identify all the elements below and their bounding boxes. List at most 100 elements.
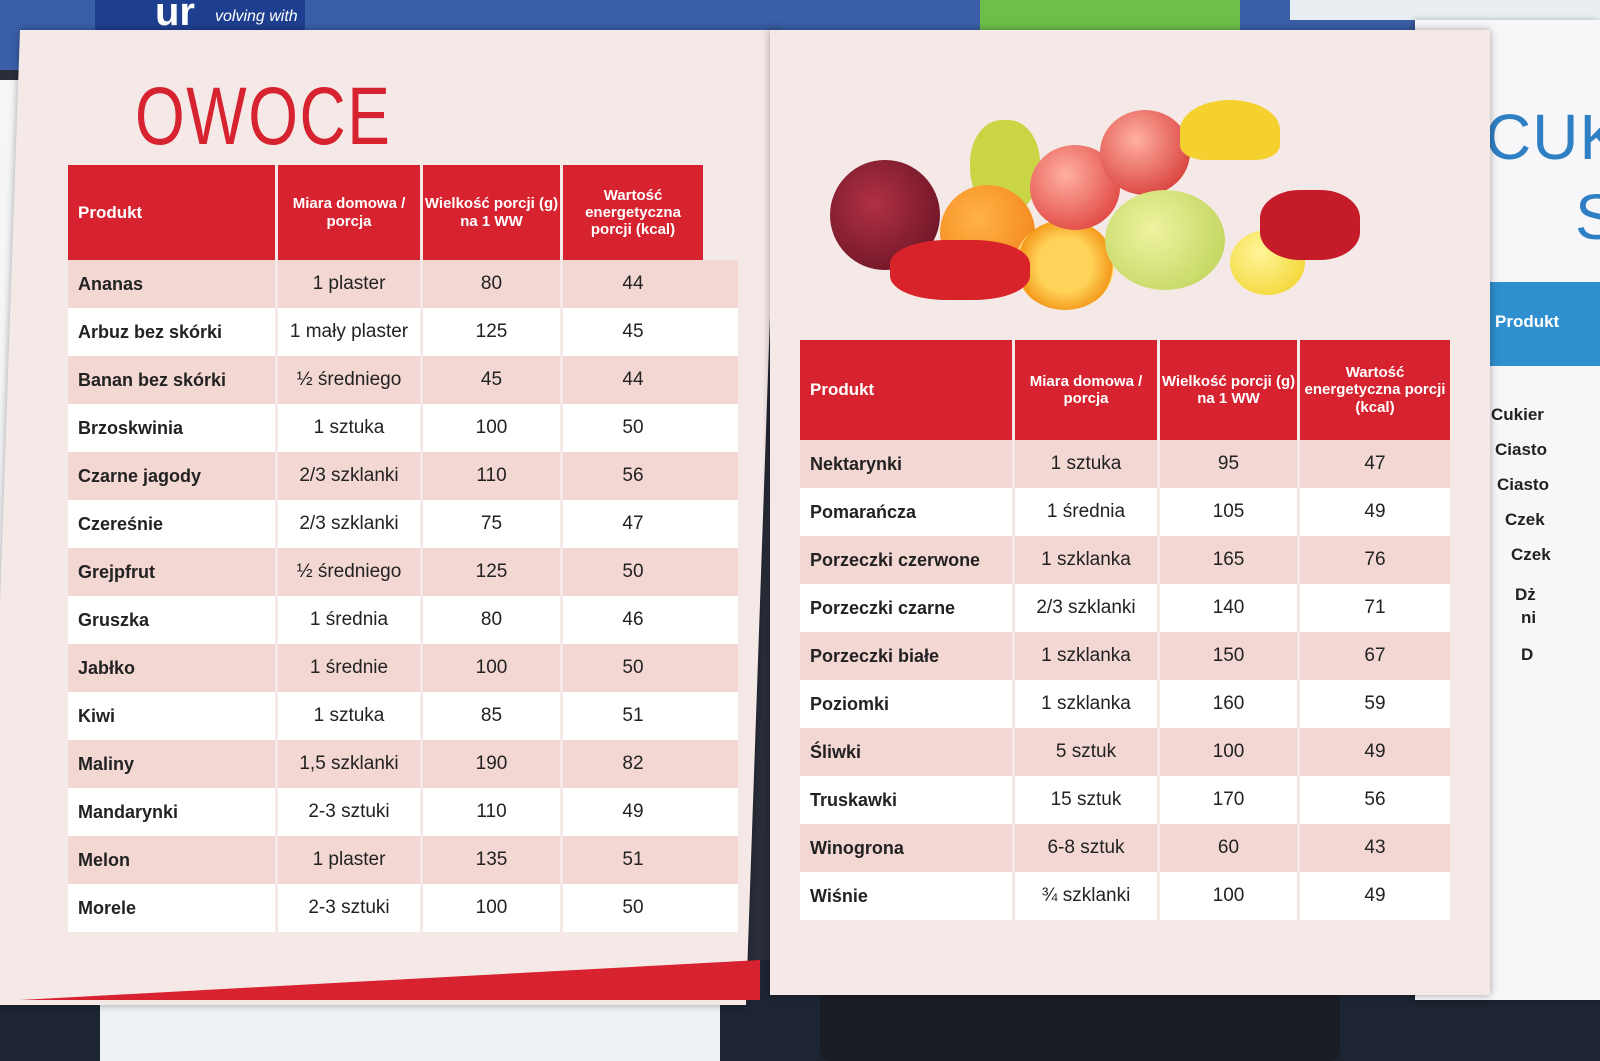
header-product: Produkt: [800, 340, 1015, 440]
cell-kcal: 49: [622, 801, 644, 822]
cell-measure: 1 plaster: [278, 260, 423, 308]
table-row: Pomarańcza 1 średnia 105 49: [800, 488, 1450, 536]
cell-kcal: 43: [1364, 837, 1386, 858]
cell-measure: 5 sztuk: [1015, 728, 1160, 776]
table-body: Ananas 1 plaster 80 44 Arbuz bez skórki 1 mał…: [68, 260, 738, 932]
cell-kcal: 56: [1364, 789, 1386, 810]
cell-measure: ¾ szklanki: [1015, 872, 1160, 920]
cell-kcal: 82: [622, 753, 644, 774]
cell-grams: 105: [1160, 488, 1300, 536]
table-header: Produkt Miara domowa / porcja Wielkość p…: [68, 165, 738, 260]
table-row: Mandarynki 2-3 sztuki 110 49: [68, 788, 738, 836]
cell-product: Mandarynki: [68, 788, 278, 836]
cell-kcal: 49: [1364, 885, 1386, 906]
cell-grams: 125: [423, 308, 563, 356]
table-row: Banan bez skórki ½ średniego 45 44: [68, 356, 738, 404]
table-row: Nektarynki 1 sztuka 95 47: [800, 440, 1450, 488]
edge-row: ni: [1521, 608, 1537, 627]
cell-kcal: 51: [622, 849, 644, 870]
cell-kcal: 49: [1364, 741, 1386, 762]
cell-kcal: 67: [1364, 645, 1386, 666]
table-row: Porzeczki czarne 2/3 szklanki 140 71: [800, 584, 1450, 632]
cell-product: Nektarynki: [800, 440, 1015, 488]
cell-kcal: 49: [1364, 501, 1386, 522]
cell-grams: 85: [423, 692, 563, 740]
cell-measure: 15 sztuk: [1015, 776, 1160, 824]
cell-measure: 1 mały plaster: [278, 308, 423, 356]
cell-kcal: 76: [1364, 549, 1386, 570]
cell-grams: 95: [1160, 440, 1300, 488]
table-row: Jabłko 1 średnie 100 50: [68, 644, 738, 692]
cell-measure: 1 średnia: [278, 596, 423, 644]
cell-measure: 2/3 szklanki: [278, 452, 423, 500]
cell-measure: ½ średniego: [278, 356, 423, 404]
cell-product: Jabłko: [68, 644, 278, 692]
page-title: OWOCE: [135, 71, 392, 162]
cell-product: Brzoskwinia: [68, 404, 278, 452]
cell-grams: 100: [1160, 728, 1300, 776]
edge-row: Ciasto: [1497, 475, 1549, 494]
cell-grams: 100: [423, 644, 563, 692]
cell-grams: 165: [1160, 536, 1300, 584]
edge-row: Czek: [1511, 545, 1551, 564]
background-device: [820, 990, 1340, 1061]
cell-grams: 190: [423, 740, 563, 788]
cell-kcal: 46: [622, 609, 644, 630]
cell-kcal: 45: [622, 321, 644, 342]
edge-row: Czek: [1505, 510, 1545, 529]
table-row: Grejpfrut ½ średniego 125 50: [68, 548, 738, 596]
apple-red-2: [1100, 110, 1190, 195]
table-body: Nektarynki 1 sztuka 95 47 Pomarańcza 1 średni…: [800, 440, 1450, 920]
cell-kcal: 56: [622, 465, 644, 486]
cell-product: Poziomki: [800, 680, 1015, 728]
cell-product: Porzeczki czerwone: [800, 536, 1015, 584]
cell-kcal: 50: [622, 657, 644, 678]
cell-grams: 160: [1160, 680, 1300, 728]
cell-kcal: 50: [622, 417, 644, 438]
cell-measure: 1 sztuka: [278, 692, 423, 740]
cell-grams: 100: [423, 884, 563, 932]
cell-measure: 2-3 sztuki: [278, 788, 423, 836]
cell-product: Winogrona: [800, 824, 1015, 872]
cell-kcal: 47: [1364, 453, 1386, 474]
left-fruit-table: Produkt Miara domowa / porcja Wielkość p…: [68, 165, 738, 932]
cell-measure: 6-8 sztuk: [1015, 824, 1160, 872]
cell-product: Kiwi: [68, 692, 278, 740]
table-header: Produkt Miara domowa / porcja Wielkość p…: [800, 340, 1450, 440]
cell-product: Melon: [68, 836, 278, 884]
cell-product: Porzeczki czarne: [800, 584, 1015, 632]
cell-product: Ananas: [68, 260, 278, 308]
edge-subtitle: S: [1575, 181, 1600, 253]
table-row: Kiwi 1 sztuka 85 51: [68, 692, 738, 740]
cell-product: Śliwki: [800, 728, 1015, 776]
table-row: Ananas 1 plaster 80 44: [68, 260, 738, 308]
table-row: Melon 1 plaster 135 51: [68, 836, 738, 884]
cell-product: Porzeczki białe: [800, 632, 1015, 680]
cell-measure: 2/3 szklanki: [278, 500, 423, 548]
header-measure: Miara domowa / porcja: [1015, 340, 1160, 440]
strawberries: [890, 240, 1030, 300]
edge-row: D: [1521, 645, 1534, 664]
header-grams: Wielkość porcji (g) na 1 WW: [423, 165, 563, 260]
cell-measure: 2/3 szklanki: [1015, 584, 1160, 632]
cell-kcal: 47: [622, 513, 644, 534]
table-row: Poziomki 1 szklanka 160 59: [800, 680, 1450, 728]
cell-kcal: 50: [622, 897, 644, 918]
cell-grams: 170: [1160, 776, 1300, 824]
edge-row: Dż: [1515, 585, 1536, 604]
cell-measure: 1 szklanka: [1015, 632, 1160, 680]
cell-product: Grejpfrut: [68, 548, 278, 596]
cell-measure: 1 średnie: [278, 644, 423, 692]
cell-grams: 110: [423, 788, 563, 836]
background-white-shape: [1290, 0, 1600, 20]
cell-kcal: 50: [622, 561, 644, 582]
cell-product: Czarne jagody: [68, 452, 278, 500]
cell-grams: 125: [423, 548, 563, 596]
cell-grams: 75: [423, 500, 563, 548]
cherries: [1260, 190, 1360, 260]
brand-logo: ur: [155, 0, 195, 34]
cell-measure: ½ średniego: [278, 548, 423, 596]
cell-grams: 60: [1160, 824, 1300, 872]
cell-product: Pomarańcza: [800, 488, 1015, 536]
cell-grams: 80: [423, 596, 563, 644]
